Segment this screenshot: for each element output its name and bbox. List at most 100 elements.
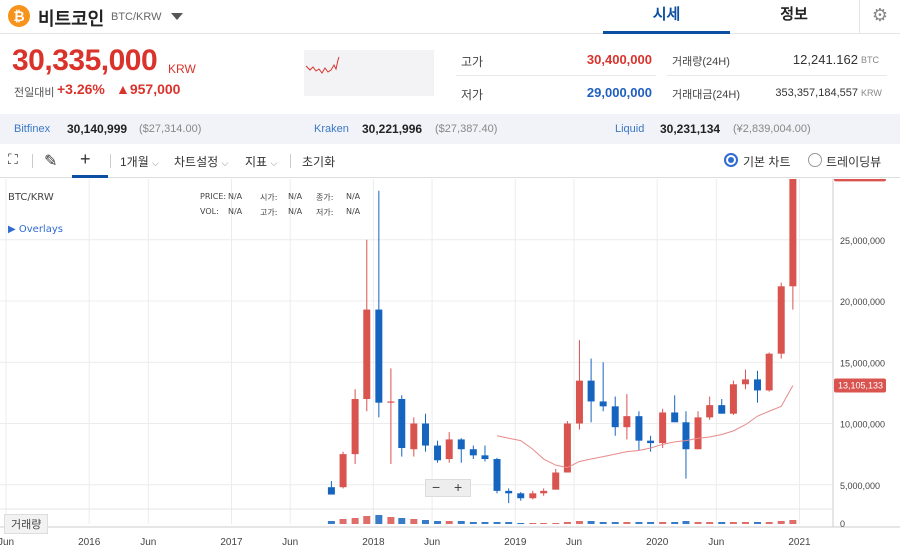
x-tick-label: Jun	[566, 537, 582, 548]
candle-body	[635, 416, 643, 441]
tab-price[interactable]: 시세	[603, 0, 730, 34]
x-tick-label: 2016	[78, 537, 101, 548]
candle-body	[671, 412, 679, 423]
chart-settings-select[interactable]: 차트설정 ⌵	[174, 153, 228, 170]
divider	[290, 154, 291, 168]
volume-bar	[659, 522, 667, 524]
candle-body	[445, 439, 453, 460]
chart-settings-label: 차트설정	[174, 155, 219, 169]
candle-body	[765, 353, 773, 391]
basic-chart-radio[interactable]	[724, 153, 738, 167]
candle-body	[387, 401, 395, 403]
volume-bar	[469, 522, 477, 524]
volume-bar	[754, 522, 762, 524]
volume-bar	[671, 522, 679, 524]
coin-dropdown-icon[interactable]	[171, 13, 183, 20]
crosshair-icon[interactable]: +	[80, 149, 91, 169]
volume-bar	[363, 516, 371, 524]
volume-bar	[611, 522, 619, 524]
header: ₿ 비트코인 BTC/KRW 시세 정보 ⚙	[0, 0, 900, 34]
change-percent: +3.26%	[57, 81, 105, 97]
candle-body	[647, 440, 655, 444]
amount-label: 거래대금(24H)	[672, 89, 740, 101]
exchange-name[interactable]: Kraken	[314, 123, 349, 135]
volume-bar	[493, 522, 501, 524]
x-tick-label: 2018	[362, 537, 385, 548]
gear-icon[interactable]: ⚙	[859, 0, 900, 34]
volume-bar	[682, 521, 690, 524]
volume-bar	[789, 520, 797, 524]
volume-bar	[445, 521, 453, 524]
volume-bar	[599, 522, 607, 524]
legend-low-label: 저가:	[316, 208, 334, 217]
volume-bar	[375, 515, 383, 524]
volume-bar	[505, 522, 513, 524]
exchange-price: 30,140,999	[67, 122, 128, 136]
indicator-select[interactable]: 지표 ⌵	[245, 153, 277, 170]
period-select[interactable]: 1개월 ⌵	[120, 153, 159, 170]
exchange-name[interactable]: Bitfinex	[14, 123, 51, 135]
candle-body	[682, 422, 690, 450]
candle-body	[706, 405, 714, 418]
candle-body	[789, 174, 797, 287]
pencil-icon[interactable]: ✎	[44, 153, 58, 170]
sparkline-svg	[305, 56, 340, 74]
candle-body	[493, 459, 501, 491]
sparkline	[304, 50, 434, 96]
y-tick-label: 10,000,000	[840, 420, 885, 430]
volume-bar	[563, 522, 571, 524]
candle-body	[611, 406, 619, 428]
volume-bar	[587, 521, 595, 524]
legend-symbol: BTC/KRW	[8, 192, 54, 203]
ma-badge	[834, 378, 886, 393]
legend-price-label: PRICE:	[200, 192, 227, 201]
tradingview-radio[interactable]	[808, 153, 822, 167]
volume-bar	[706, 522, 714, 524]
candle-body	[623, 416, 631, 428]
candle-body	[563, 423, 571, 473]
candle-body	[694, 417, 702, 450]
reset-button[interactable]: 초기화	[302, 155, 336, 169]
overlays-toggle[interactable]: ▶ Overlays	[8, 224, 63, 235]
volume-bar	[777, 521, 785, 524]
high-label: 고가	[461, 55, 484, 69]
candle-body	[777, 286, 785, 354]
coin-name: 비트코인	[38, 9, 105, 29]
y-tick-label: 20,000,000	[840, 297, 885, 307]
candle-body	[741, 379, 749, 385]
legend-price-value: N/A	[228, 192, 243, 201]
volume-label: 거래량(24H)	[672, 56, 730, 68]
sparkline-line	[305, 56, 340, 74]
volume-bar	[398, 518, 406, 524]
low-label: 저가	[461, 88, 484, 102]
volume-bar	[410, 519, 418, 524]
candle-body	[363, 309, 371, 399]
zoom-out-button[interactable]: −	[432, 479, 441, 495]
volume-bar	[694, 522, 702, 524]
x-tick-label: Jun	[708, 537, 724, 548]
chart-svg[interactable]: Jun 2016 Jun 2017 Jun 2018 Jun 2019 Jun 2020 Jun 20…	[0, 167, 900, 556]
divider	[667, 75, 887, 76]
x-tick-label: Jun	[282, 537, 298, 548]
volume-zero-label: 0	[840, 519, 845, 529]
candle-body	[529, 493, 537, 499]
tradingview-label[interactable]: 트레이딩뷰	[826, 155, 882, 169]
exchange-usd: ($27,314.00)	[139, 123, 202, 135]
fullscreen-icon[interactable]: ⛶	[8, 151, 18, 167]
basic-chart-label[interactable]: 기본 차트	[743, 155, 791, 169]
x-tick-label: 2019	[504, 537, 527, 548]
candle-body	[517, 493, 525, 499]
zoom-in-button[interactable]: +	[454, 479, 463, 495]
volume-bar	[718, 522, 726, 524]
tab-info[interactable]: 정보	[780, 6, 808, 23]
volume-bar	[647, 522, 655, 524]
coin-pair: BTC/KRW	[111, 11, 162, 23]
high-value: 30,400,000	[586, 52, 652, 67]
amount-unit: KRW	[861, 88, 882, 98]
price-unit: KRW	[168, 62, 196, 76]
exchange-price: 30,221,996	[362, 122, 423, 136]
zoom-controls: − +	[425, 479, 471, 497]
price-chart[interactable]: Jun 2016 Jun 2017 Jun 2018 Jun 2019 Jun 2020 Jun 20…	[0, 167, 900, 556]
exchange-name[interactable]: Liquid	[615, 123, 645, 135]
